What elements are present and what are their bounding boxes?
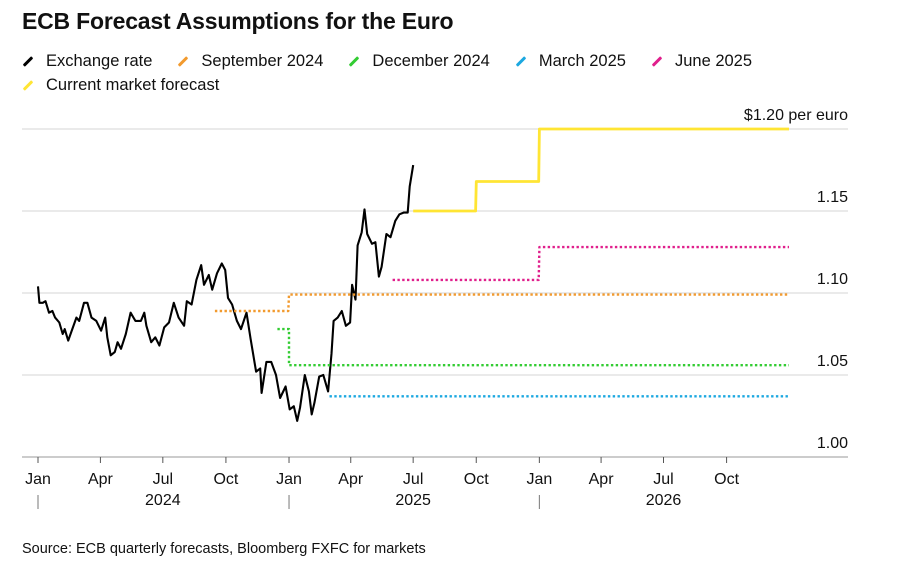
legend-item-december-2024: December 2024 <box>348 51 490 71</box>
legend-label-september-2024: September 2024 <box>201 51 324 70</box>
series-line-december-2024 <box>277 327 789 367</box>
chart-plot: 1.15 1.10 1.05 1.00 $1.20 per euro Jan Apr Jul O… <box>22 107 848 509</box>
chart-title: ECB Forecast Assumptions for the Euro <box>22 8 454 34</box>
legend-row-1: Exchange rate September 2024 December 20… <box>22 49 882 73</box>
y-tick-label-1-1: 1.10 <box>817 271 848 288</box>
series-line-september-2024 <box>214 293 789 313</box>
x-year-label-2026: 2026 <box>646 492 682 509</box>
y-tick-label-1-15: 1.15 <box>817 189 848 206</box>
series-line-june-2025 <box>392 245 789 282</box>
x-tick-label-9: Apr <box>589 471 615 488</box>
y-tick-label-1-05: 1.05 <box>817 353 848 370</box>
x-tick-label-1: Apr <box>88 471 114 488</box>
legend-label-june-2025: June 2025 <box>674 51 753 70</box>
series-line-exchange-rate <box>36 164 415 422</box>
x-tick-label-4: Jan <box>276 471 302 488</box>
legend-item-june-2025: June 2025 <box>651 52 752 71</box>
chart-legend: Exchange rate September 2024 December 20… <box>22 49 882 97</box>
y-unit-label: $1.20 per euro <box>744 107 848 124</box>
legend-row-2: Current market forecast <box>22 73 882 97</box>
x-tick-label-3: Oct <box>213 471 238 488</box>
legend-item-current-market-forecast: Current market forecast <box>22 76 219 95</box>
x-tick-label-11: Oct <box>714 471 739 488</box>
x-tick-label-2: Jul <box>153 471 173 488</box>
y-tick-label-1: 1.00 <box>817 435 848 452</box>
x-tick-label-7: Oct <box>464 471 489 488</box>
legend-item-exchange-rate: Exchange rate <box>22 52 152 71</box>
x-tick-label-8: Jan <box>526 471 552 488</box>
source-note: Source: ECB quarterly forecasts, Bloombe… <box>22 541 426 557</box>
x-tick-label-0: Jan <box>25 471 51 488</box>
x-year-label-2024: 2024 <box>145 492 181 509</box>
x-tick-label-10: Jul <box>653 471 673 488</box>
legend-label-december-2024: December 2024 <box>372 51 490 70</box>
legend-label-exchange-rate: Exchange rate <box>46 51 153 70</box>
legend-label-march-2025: March 2025 <box>538 51 626 70</box>
x-tick-label-5: Apr <box>338 471 364 488</box>
legend-item-september-2024: September 2024 <box>177 52 323 71</box>
legend-label-current-market-forecast: Current market forecast <box>46 75 220 94</box>
x-year-label-2025: 2025 <box>395 492 431 509</box>
x-tick-label-6: Jul <box>403 471 423 488</box>
series-line-current-market-forecast <box>413 127 789 213</box>
legend-item-march-2025: March 2025 <box>515 52 626 71</box>
